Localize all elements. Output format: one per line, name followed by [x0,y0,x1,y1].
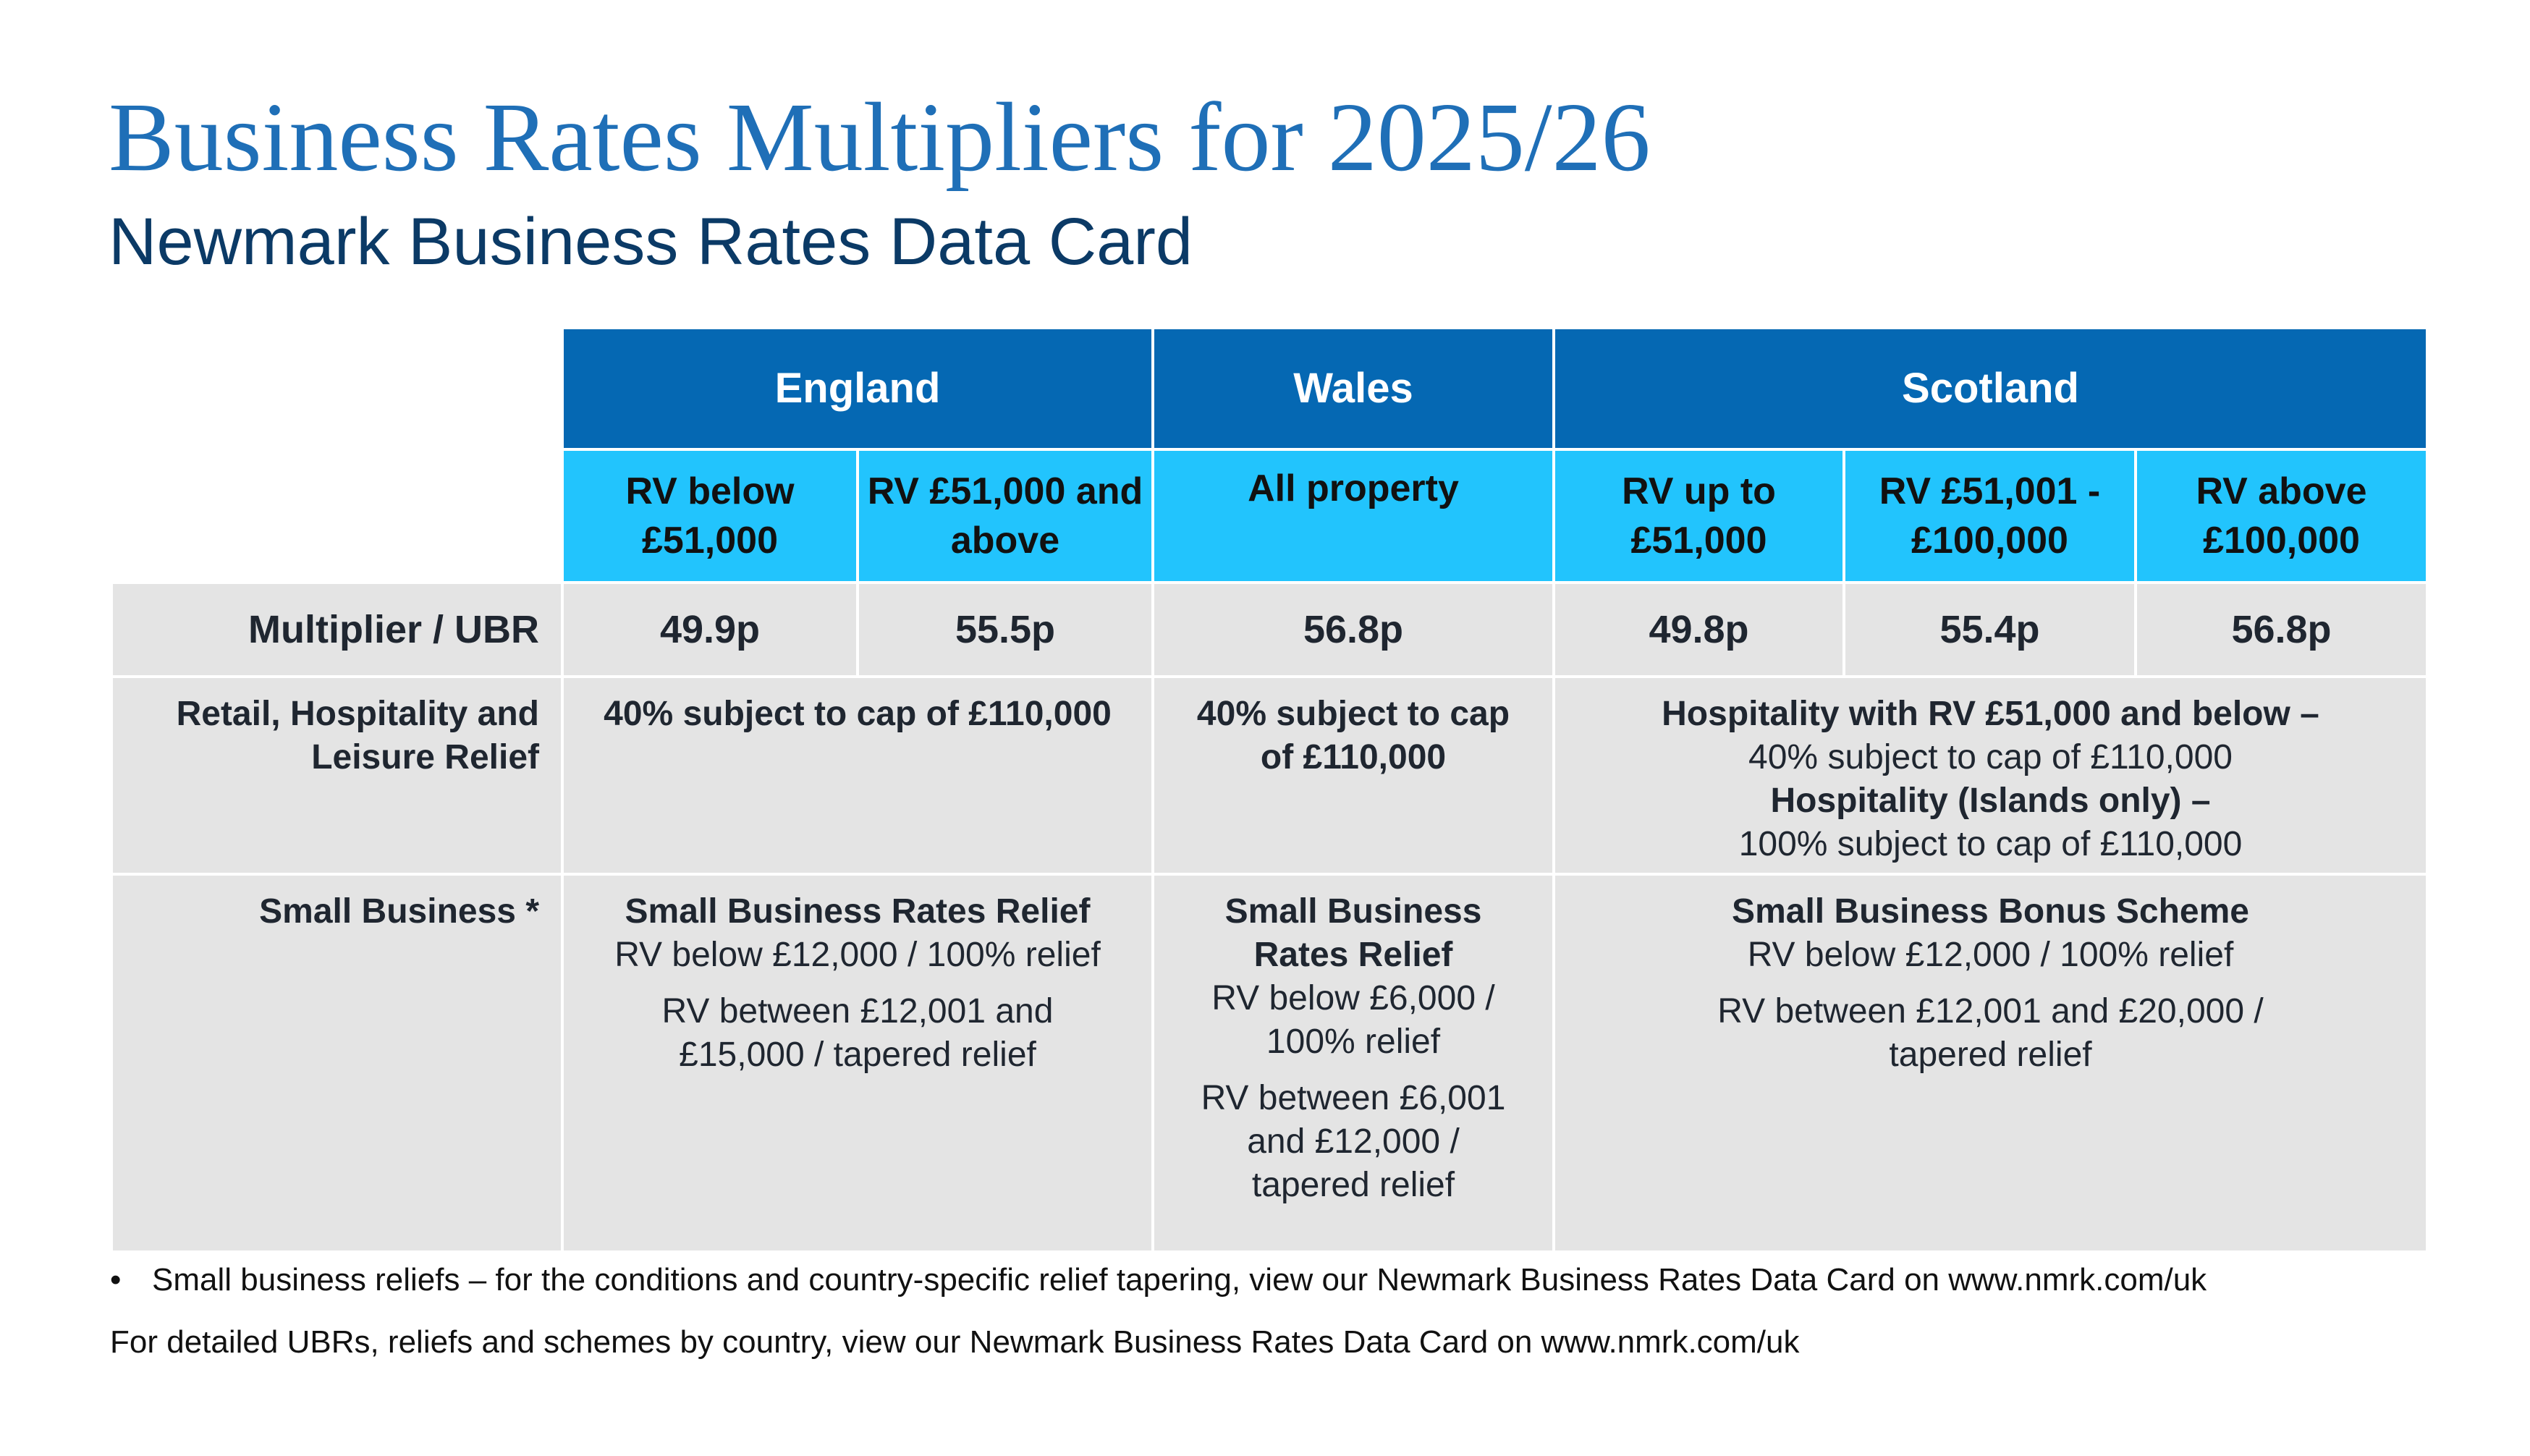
retail-scotland-line: Hospitality (Islands only) – [1770,782,2211,820]
relief-title: Small Business Bonus Scheme [1732,892,2249,931]
header-england: England [561,326,1154,451]
multiplier-value: 49.8p [1552,581,1845,678]
band-header: All property [1151,448,1555,584]
multiplier-value: 56.8p [1151,581,1555,678]
relief-line: RV between £6,001 and £12,000 / tapered … [1201,1079,1506,1204]
row-label: Retail, Hospitality and Leisure Relief [110,675,564,876]
band-header: RV £51,001 - £100,000 [1842,448,2137,584]
footnote-detail: For detailed UBRs, reliefs and schemes b… [110,1324,1800,1360]
band-header: RV £51,000 and above [856,448,1154,584]
relief-line: RV between £12,001 and £15,000 / tapered… [661,992,1054,1074]
relief-title: Small Business Rates Relief [1224,892,1482,974]
band-header: RV above £100,000 [2133,448,2429,584]
multiplier-value: 56.8p [2133,581,2429,678]
table-row-small-business: Small Business * Small Business Rates Re… [110,873,2429,1253]
multiplier-value: 55.4p [1842,581,2137,678]
small-wales: Small Business Rates Relief RV below £6,… [1151,873,1555,1253]
retail-scotland-line: 100% subject to cap of £110,000 [1738,825,2243,863]
retail-wales: 40% subject to cap of £110,000 [1151,675,1555,876]
relief-line: RV below £12,000 / 100% relief [614,936,1101,974]
band-header: RV below £51,000 [561,448,859,584]
relief-line: RV between £12,001 and £20,000 / tapered… [1717,992,2264,1074]
header-scotland: Scotland [1552,326,2429,451]
retail-scotland: Hospitality with RV £51,000 and below – … [1552,675,2429,876]
relief-line: RV below £12,000 / 100% relief [1747,936,2234,974]
relief-line: RV below £6,000 / 100% relief [1211,979,1495,1061]
relief-title: Small Business Rates Relief [625,892,1091,931]
row-label: Small Business * [110,873,564,1253]
page-subtitle: Newmark Business Rates Data Card [109,205,1193,279]
row-label: Multiplier / UBR [110,581,564,678]
small-scotland: Small Business Bonus Scheme RV below £12… [1552,873,2429,1253]
corner-blank [110,326,564,584]
table-row-retail: Retail, Hospitality and Leisure Relief 4… [110,675,2429,876]
multiplier-value: 49.9p [561,581,859,678]
small-england: Small Business Rates Relief RV below £12… [561,873,1154,1253]
footnote-small-business: • Small business reliefs – for the condit… [110,1262,2207,1298]
retail-england: 40% subject to cap of £110,000 [561,675,1154,876]
footnote-text: Small business reliefs – for the conditi… [152,1262,2207,1298]
header-wales: Wales [1151,326,1555,451]
retail-scotland-line: 40% subject to cap of £110,000 [1748,738,2233,776]
table-row-multiplier: Multiplier / UBR 49.9p 55.5p 56.8p 49.8p… [110,581,2429,678]
band-header: RV up to £51,000 [1552,448,1845,584]
bullet-icon: • [110,1262,122,1298]
retail-scotland-line: Hospitality with RV £51,000 and below – [1662,695,2319,733]
multiplier-value: 55.5p [856,581,1154,678]
multipliers-table: England Wales Scotland RV below £51,000 … [110,326,2429,1253]
page-title: Business Rates Multipliers for 2025/26 [109,83,1651,192]
